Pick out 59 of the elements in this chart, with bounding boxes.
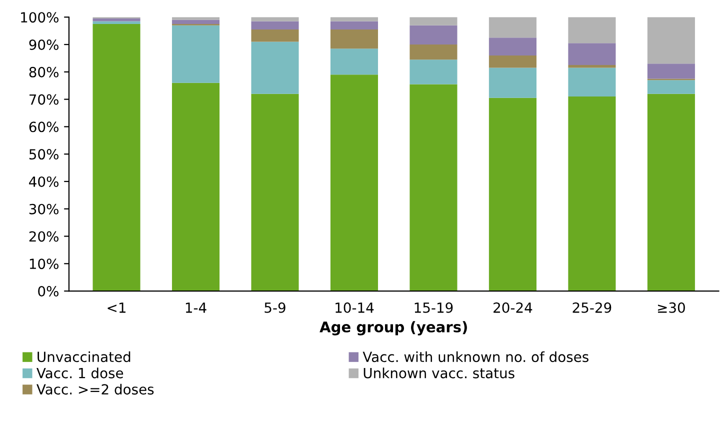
bar (647, 80, 695, 94)
bar (410, 17, 458, 26)
bar (172, 20, 220, 24)
bar (172, 17, 220, 20)
bar (330, 29, 378, 49)
bar (251, 94, 299, 292)
legend-label: Vacc. >=2 doses (36, 384, 154, 395)
bar (330, 48, 378, 75)
bar (251, 21, 299, 30)
y-tick-label: 100% (21, 12, 58, 23)
x-axis-title: Age group (years) (320, 321, 467, 336)
bar (92, 21, 140, 24)
x-tick-label: 20-24 (494, 302, 532, 313)
legend-label: Unknown vacc. status (364, 368, 514, 378)
y-tick-label: 90% (29, 39, 58, 50)
bar (410, 44, 458, 60)
bar (172, 25, 220, 83)
bar (647, 17, 695, 64)
bar (488, 98, 536, 292)
x-tick-label: 5-9 (264, 302, 286, 313)
bar (647, 94, 695, 292)
bar (251, 42, 299, 94)
x-tick-label: 10-14 (336, 302, 374, 313)
y-tick-label: 40% (29, 176, 58, 187)
x-tick-label: 1-4 (186, 302, 206, 313)
bar (568, 68, 616, 97)
legend-label: Vacc. with unknown no. of doses (362, 351, 588, 362)
bar (568, 43, 616, 66)
bar (488, 55, 536, 68)
y-tick-label: 70% (30, 94, 58, 105)
y-tick-label: 60% (29, 122, 58, 132)
bar (568, 17, 616, 44)
bar (410, 25, 458, 45)
bar (251, 29, 299, 42)
legend-label: Vacc. 1 dose (36, 368, 124, 378)
bar (172, 82, 220, 292)
bar (330, 74, 378, 292)
x-tick-label: ≥30 (658, 302, 685, 313)
bar (488, 38, 536, 56)
y-tick-label: 10% (30, 258, 58, 270)
bar (92, 18, 140, 22)
bar (410, 60, 458, 84)
y-tick-label: 0% (38, 286, 58, 297)
bar (410, 84, 458, 292)
legend-label: Unvaccinated (38, 351, 130, 362)
bar (488, 17, 536, 38)
y-tick-label: 20% (29, 231, 58, 242)
y-tick-label: 50% (29, 149, 58, 160)
x-tick-label: 15-19 (414, 302, 453, 313)
bar (92, 24, 140, 292)
bar (330, 21, 378, 30)
bar (488, 68, 536, 98)
bar (568, 96, 616, 292)
y-tick-label: 80% (29, 66, 58, 78)
x-tick-label: 25-29 (572, 302, 612, 313)
bar (647, 64, 695, 79)
y-tick-label: 30% (29, 204, 58, 214)
bar (568, 65, 616, 68)
x-tick-label: <1 (108, 302, 126, 313)
